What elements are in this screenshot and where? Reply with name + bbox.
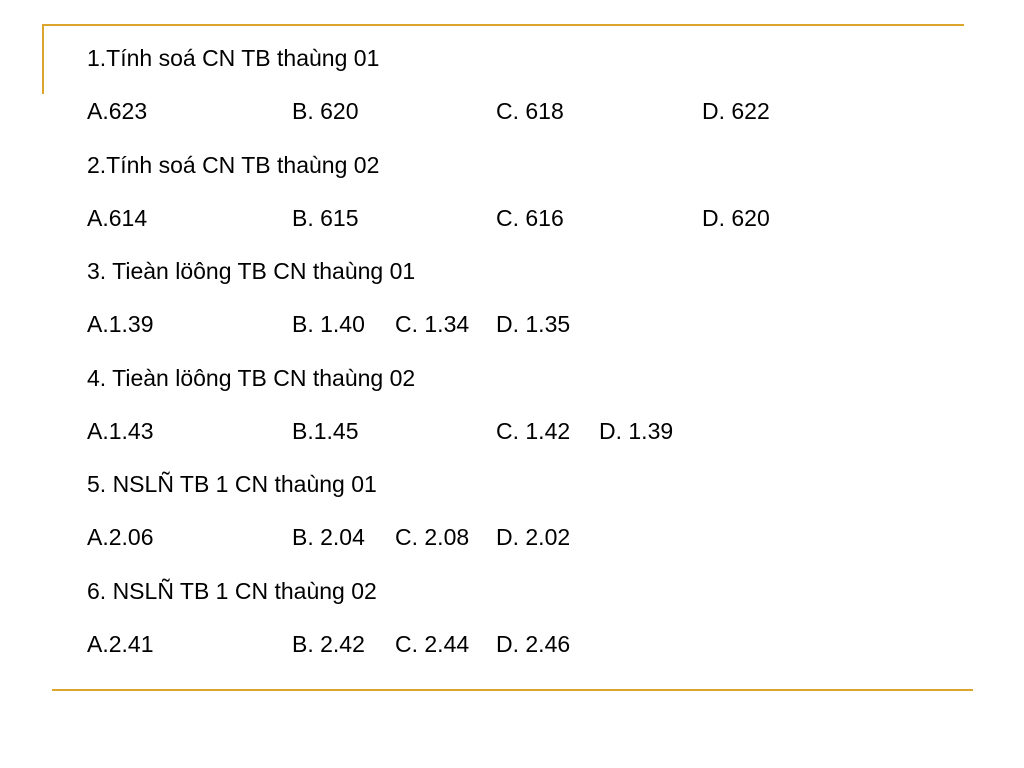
option: B. 615 bbox=[292, 204, 359, 231]
option: C. 1.42 bbox=[496, 417, 571, 444]
left-rule bbox=[42, 24, 44, 94]
option: D. 2.46 bbox=[496, 630, 571, 657]
option: D. 2.02 bbox=[496, 524, 571, 550]
option: B. 2.42 bbox=[292, 630, 365, 657]
option: A.623 bbox=[87, 98, 148, 124]
option: D. 622 bbox=[702, 98, 770, 124]
question: 6. NSLÑ TB 1 CN thaùng 02 bbox=[87, 577, 377, 604]
option: C. 2.44 bbox=[395, 630, 470, 657]
option: A.1.39 bbox=[87, 311, 154, 337]
question: 4. Tieàn löông TB CN thaùng 02 bbox=[87, 364, 416, 391]
option: C. 616 bbox=[496, 204, 564, 231]
option: B.1.45 bbox=[292, 417, 359, 444]
question: 5. NSLÑ TB 1 CN thaùng 01 bbox=[87, 471, 377, 497]
option: D. 620 bbox=[702, 204, 770, 231]
option: D. 1.39 bbox=[599, 417, 674, 444]
option: B. 620 bbox=[292, 98, 359, 124]
question: 3. Tieàn löông TB CN thaùng 01 bbox=[87, 258, 416, 284]
bottom-rule bbox=[52, 689, 973, 691]
option: C. 2.08 bbox=[395, 524, 470, 550]
top-rule bbox=[42, 24, 964, 26]
option: D. 1.35 bbox=[496, 311, 571, 337]
option: A.1.43 bbox=[87, 417, 154, 444]
option: B. 2.04 bbox=[292, 524, 365, 550]
option: A.2.41 bbox=[87, 630, 154, 657]
question: 2.Tính soá CN TB thaùng 02 bbox=[87, 151, 380, 178]
question: 1.Tính soá CN TB thaùng 01 bbox=[87, 45, 380, 71]
option: C. 618 bbox=[496, 98, 564, 124]
option: C. 1.34 bbox=[395, 311, 470, 337]
option: A.2.06 bbox=[87, 524, 154, 550]
option: B. 1.40 bbox=[292, 311, 365, 337]
option: A.614 bbox=[87, 204, 148, 231]
